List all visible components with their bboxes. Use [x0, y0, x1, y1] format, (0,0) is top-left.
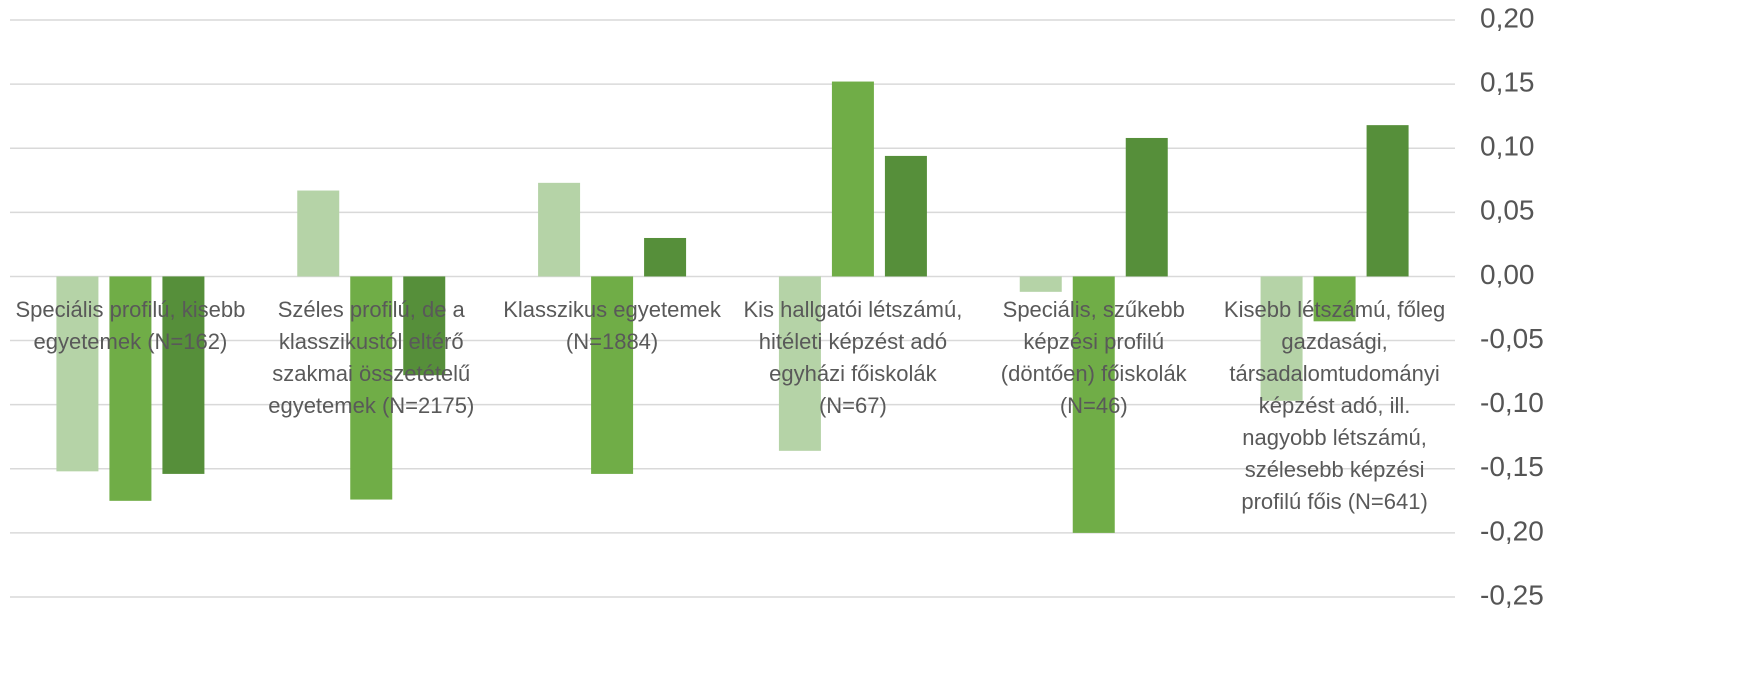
bar [403, 276, 446, 376]
bar [162, 276, 205, 474]
y-tick-label: 0,00 [1480, 259, 1535, 290]
bar [778, 276, 821, 451]
y-tick-label: -0,10 [1480, 387, 1544, 418]
y-tick-label: -0,05 [1480, 323, 1544, 354]
bar [109, 276, 152, 501]
bar [884, 155, 927, 277]
bar [591, 276, 634, 474]
bar [350, 276, 393, 500]
bar [56, 276, 99, 472]
x-tick-label: Kisebb létszámú, főleg gazdasági, társad… [1223, 297, 1446, 515]
bar [1260, 276, 1303, 401]
y-tick-label: -0,15 [1480, 451, 1544, 482]
x-tick-label: Speciális profilú, kisebb egyetemek (N=1… [15, 297, 246, 355]
bar [1019, 276, 1062, 292]
bar [831, 81, 874, 277]
bar [1125, 137, 1168, 277]
x-tick-label: Speciális, szűkebb képzési profilú (dönt… [1000, 297, 1187, 419]
x-tick-label: Klasszikus egyetemek (N=1884) [503, 297, 721, 355]
y-tick-label: 0,05 [1480, 195, 1535, 226]
bar [297, 190, 340, 277]
x-tick-label: Kis hallgatói létszámú, hitéleti képzést… [743, 297, 963, 419]
y-tick-label: 0,10 [1480, 131, 1535, 162]
y-tick-label: -0,25 [1480, 579, 1544, 610]
x-tick-label: Széles profilú, de a klasszikustól eltér… [268, 297, 475, 419]
bar [1072, 276, 1115, 533]
y-tick-label: 0,15 [1480, 67, 1535, 98]
bar [1366, 125, 1409, 277]
y-tick-label: -0,20 [1480, 515, 1544, 546]
y-tick-label: 0,20 [1480, 2, 1535, 33]
bar [1313, 276, 1356, 322]
bar [644, 237, 687, 277]
bar [538, 182, 581, 277]
